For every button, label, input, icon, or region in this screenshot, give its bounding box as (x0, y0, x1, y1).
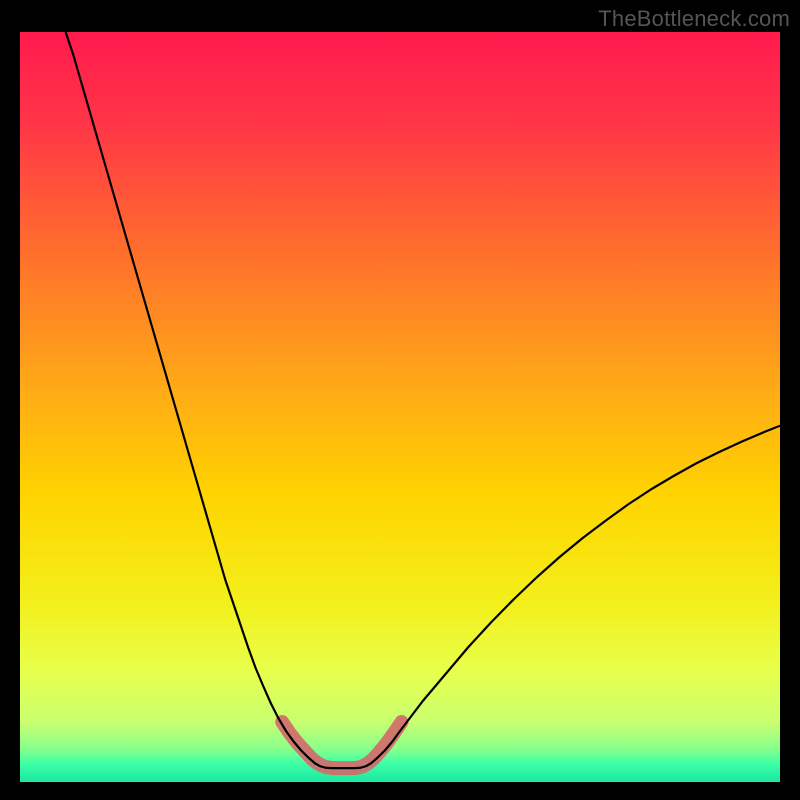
chart-background (20, 32, 780, 782)
watermark-text: TheBottleneck.com (598, 6, 790, 32)
chart-container (20, 32, 780, 782)
chart-svg (20, 32, 780, 782)
